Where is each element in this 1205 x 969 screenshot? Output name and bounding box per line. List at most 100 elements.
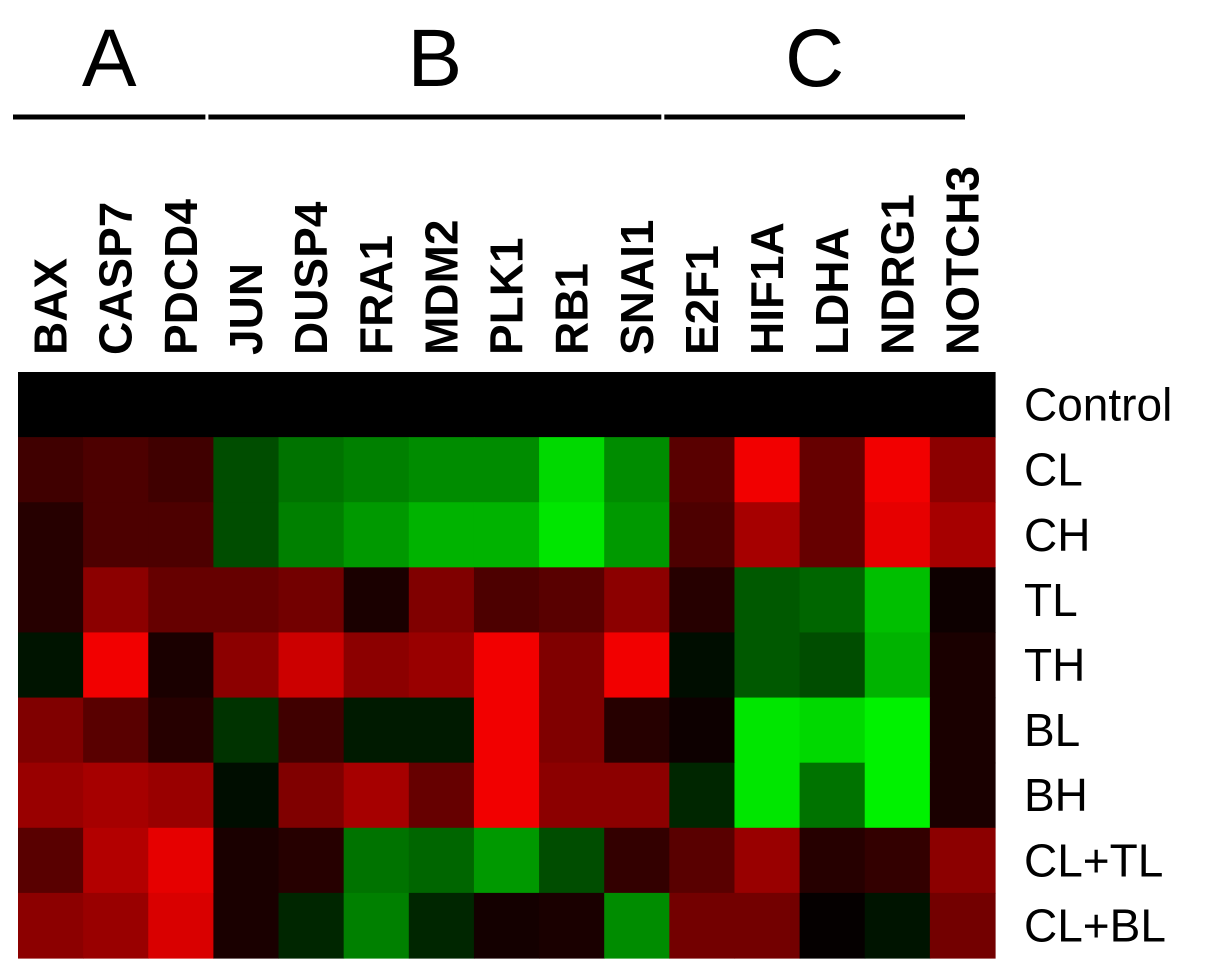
heatmap-cell [213,827,280,894]
heatmap-cell [18,892,84,959]
heatmap-cell [343,892,410,959]
heatmap-cell [669,567,736,634]
heatmap-cell [473,697,540,764]
heatmap-cell [669,437,736,503]
heatmap-cell [343,372,410,438]
heatmap-cell [669,892,736,959]
heatmap-cell [408,632,475,699]
heatmap-cell [18,372,84,438]
heatmap-cell [799,762,866,829]
heatmap-cell [864,632,931,699]
heatmap-cell [18,502,84,568]
heatmap-cell [604,892,670,959]
heatmap-cell [18,697,84,764]
heatmap-cell [213,632,280,699]
column-label: CASP7 [90,202,142,355]
heatmap-cell [604,632,670,699]
heatmap-cell [473,437,540,503]
heatmap-cell [83,827,149,894]
heatmap-cell [83,762,149,829]
heatmap-cell [278,892,345,959]
heatmap-cell [929,827,996,894]
heatmap-cell [929,762,996,829]
heatmap-cell [864,892,931,959]
heatmap-cell [734,762,801,829]
heatmap-cell [473,567,540,634]
column-label: NOTCH3 [936,166,988,355]
heatmap-cell [799,437,866,503]
column-label: PDCD4 [155,199,207,355]
heatmap-cell [669,827,736,894]
heatmap-cell [473,892,540,959]
heatmap-cell [669,502,736,568]
group-label: A [82,13,137,104]
heatmap-cell [408,437,475,503]
column-label: BAX [25,258,77,355]
heatmap-cell [799,892,866,959]
heatmap-cell [18,827,84,894]
heatmap-cell [343,697,410,764]
heatmap-cell [669,697,736,764]
row-label: CL+BL [1024,899,1166,951]
heatmap-cell [18,567,84,634]
column-labels: BAX CASP7 PDCD4 JUN DUSP4 FRA1 MDM2 PLK1 RB1 SNAI… [25,166,989,355]
heatmap-cell [669,372,736,438]
heatmap-cell [408,567,475,634]
heatmap-cell [148,892,214,959]
heatmap-cell [83,372,149,438]
heatmap-cell [864,762,931,829]
heatmap-cell [83,697,149,764]
row-label: CL [1024,444,1083,496]
column-label: RB1 [546,263,598,355]
heatmap-cell [148,632,214,699]
heatmap-cell [929,372,996,438]
row-labels: Control CL CH TL TH BL BH CL+TL CL+BL [1024,379,1172,952]
heatmap-cell [213,892,280,959]
group-label: B [408,13,463,104]
heatmap-cell [669,762,736,829]
heatmap-cell [734,567,801,634]
heatmap-cell [473,632,540,699]
row-label: CH [1024,509,1090,561]
heatmap-cell [343,437,410,503]
heatmap-cell [929,437,996,503]
heatmap-cell [83,567,149,634]
row-label: Control [1024,379,1172,431]
heatmap-cell [83,632,149,699]
row-label: CL+TL [1024,834,1163,886]
heatmap-cell [539,567,605,634]
heatmap-cell [604,697,670,764]
heatmap-cell [18,762,84,829]
heatmap-cell [343,567,410,634]
heatmap-cell [278,567,345,634]
heatmap-cell [539,827,605,894]
column-label: PLK1 [481,237,533,355]
heatmap-cells [18,372,996,959]
heatmap-cell [734,632,801,699]
heatmap-cell [408,892,475,959]
heatmap-cell [213,502,280,568]
column-label: LDHA [806,227,858,355]
heatmap-cell [604,827,670,894]
heatmap-cell [278,632,345,699]
row-label: TH [1024,639,1085,691]
heatmap-cell [929,567,996,634]
heatmap-cell [473,762,540,829]
heatmap-cell [18,437,84,503]
heatmap-cell [539,762,605,829]
heatmap-cell [213,372,280,438]
heatmap-cell [669,632,736,699]
heatmap-cell [148,697,214,764]
heatmap-cell [539,502,605,568]
heatmap-cell [83,437,149,503]
heatmap-cell [148,437,214,503]
heatmap-cell [864,502,931,568]
heatmap-cell [473,502,540,568]
row-label: BL [1024,704,1080,756]
heatmap-cell [929,502,996,568]
heatmap-cell [929,697,996,764]
group-headers: A B C [13,13,965,120]
heatmap-cell [734,502,801,568]
heatmap-cell [278,697,345,764]
